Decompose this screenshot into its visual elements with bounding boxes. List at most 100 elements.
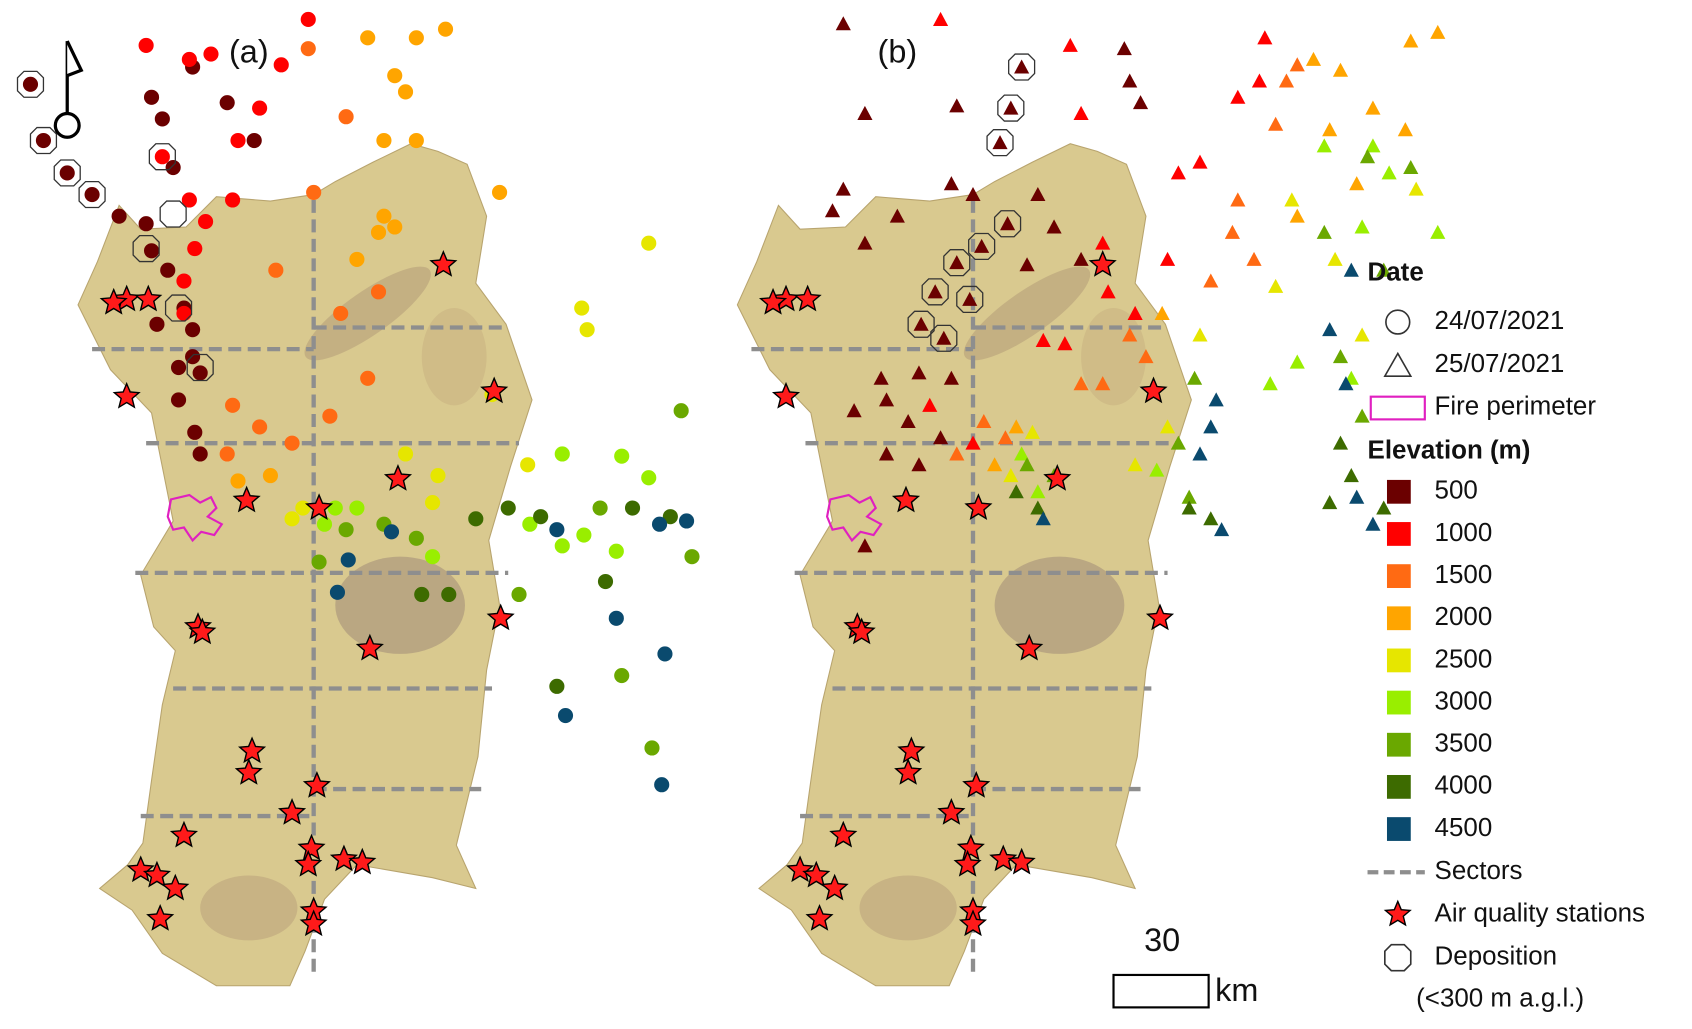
trajectory-point — [857, 105, 873, 120]
trajectory-point — [557, 707, 574, 724]
trajectory-point — [1203, 273, 1219, 288]
deposition-marker — [29, 126, 58, 155]
trajectory-point — [397, 446, 414, 462]
trajectory-point — [1278, 73, 1295, 88]
trajectory-point — [225, 192, 241, 208]
trajectory-point — [1376, 262, 1392, 277]
deposition-marker — [930, 324, 958, 352]
deposition-marker — [159, 200, 187, 228]
panel-label: (a) — [229, 34, 269, 70]
trajectory-point — [1208, 392, 1224, 407]
trajectory-point — [943, 370, 959, 385]
trajectory-point — [424, 495, 441, 511]
trajectory-point — [1332, 62, 1349, 77]
trajectory-point — [170, 392, 187, 408]
air-quality-station — [1139, 376, 1168, 404]
trajectory-point — [1035, 332, 1051, 347]
trajectory-point — [192, 446, 208, 462]
legend-label: Fire perimeter — [1435, 392, 1597, 420]
trajectory-point — [962, 291, 978, 306]
trajectory-point — [1122, 327, 1138, 342]
trajectory-point — [225, 397, 241, 413]
trajectory-point — [492, 184, 508, 200]
trajectory-point — [1316, 138, 1332, 153]
trajectory-point — [252, 419, 268, 435]
trajectory-point — [143, 89, 160, 105]
deposition-marker — [921, 278, 949, 306]
trajectory-point — [262, 468, 278, 484]
trajectory-point — [1062, 37, 1078, 52]
trajectory-point — [424, 549, 441, 565]
air-quality-station — [232, 485, 261, 513]
trajectory-point — [673, 403, 689, 419]
air-quality-station — [429, 250, 458, 277]
legend-label: 4000 — [1435, 772, 1493, 800]
trajectory-point — [300, 11, 316, 28]
deposition-marker — [956, 285, 984, 314]
trajectory-point — [284, 435, 300, 451]
trajectory-point — [644, 740, 660, 756]
trajectory-point — [1046, 219, 1062, 234]
trajectory-point — [1073, 105, 1089, 120]
trajectory-point — [295, 500, 311, 516]
legend-swatch — [1386, 690, 1411, 715]
trajectory-point — [376, 132, 392, 149]
air-quality-station — [953, 849, 982, 877]
air-quality-station — [99, 287, 128, 315]
trajectory-point — [1349, 176, 1365, 191]
air-quality-station — [847, 617, 876, 645]
trajectory-point — [576, 527, 592, 543]
trajectory-point — [608, 543, 624, 559]
trajectory-point — [306, 184, 322, 200]
trajectory-point — [1354, 219, 1370, 234]
legend-label: 500 — [1435, 477, 1478, 505]
trajectory-point — [181, 192, 197, 208]
trajectory-point — [1289, 57, 1305, 72]
trajectory-point — [1127, 305, 1143, 320]
trajectory-point — [522, 516, 538, 532]
legend-title: Elevation (m) — [1368, 437, 1531, 465]
trajectory-point — [1192, 446, 1208, 461]
legend-label: 25/07/2021 — [1435, 350, 1565, 378]
trajectory-point — [597, 573, 614, 590]
trajectory-point — [911, 365, 927, 380]
air-quality-station — [238, 736, 267, 764]
scale-box — [1112, 973, 1210, 1009]
trajectory-point — [349, 500, 365, 516]
trajectory-point — [370, 224, 387, 240]
trajectory-point — [1343, 262, 1359, 277]
trajectory-point — [187, 424, 203, 440]
air-quality-station — [146, 903, 175, 931]
trajectory-point — [549, 522, 565, 538]
trajectory-point — [154, 111, 170, 127]
trajectory-point — [554, 538, 570, 554]
trajectory-point — [873, 370, 889, 385]
trajectory-point — [149, 316, 165, 332]
trajectory-point — [1192, 154, 1208, 169]
trajectory-point — [1003, 100, 1019, 115]
scale-unit: km — [1215, 972, 1258, 1008]
air-quality-station — [786, 855, 815, 883]
trajectory-point — [408, 30, 424, 46]
trajectory-point — [549, 678, 565, 694]
trajectory-point — [1354, 408, 1370, 423]
trajectory-point — [927, 284, 943, 299]
trajectory-point — [187, 241, 203, 257]
trajectory-point — [1430, 224, 1446, 239]
trajectory-point — [219, 95, 235, 111]
trajectory-point — [414, 586, 430, 603]
air-quality-station — [897, 736, 926, 764]
trajectory-point — [1154, 305, 1170, 320]
air-quality-station — [299, 909, 328, 937]
trajectory-point — [143, 243, 160, 259]
trajectory-point — [181, 51, 197, 68]
panel-label: (b) — [878, 34, 918, 70]
trajectory-point — [268, 262, 284, 278]
legend-label: Air quality stations — [1435, 899, 1646, 927]
deposition-marker — [186, 353, 214, 382]
trajectory-point — [1073, 376, 1089, 391]
air-quality-station — [793, 284, 822, 312]
trajectory-point — [1008, 484, 1024, 499]
legend-label: 4500 — [1435, 814, 1493, 842]
trajectory-point — [1203, 511, 1219, 526]
